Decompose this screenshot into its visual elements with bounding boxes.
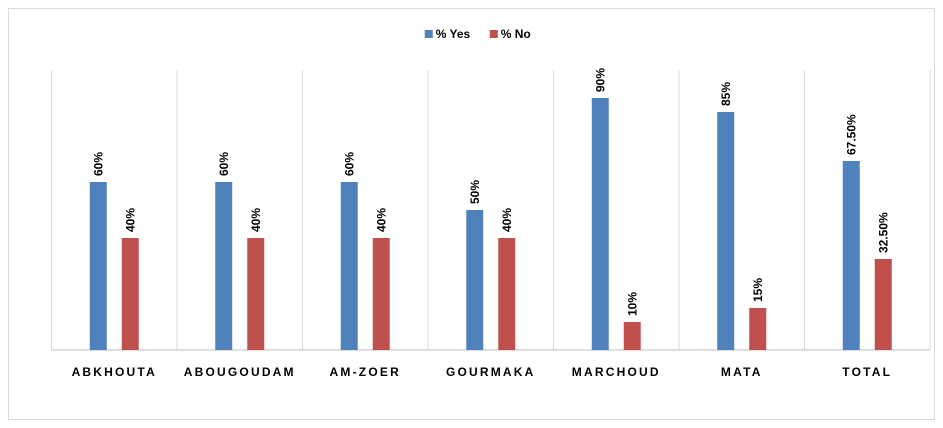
x-tick-label: ABKHOUTA [72, 365, 157, 379]
bar [623, 322, 641, 350]
legend-swatch [489, 30, 498, 38]
bar [498, 238, 516, 350]
x-tick-label: TOTAL [842, 365, 892, 379]
data-label: 40% [374, 208, 388, 232]
bar [749, 308, 767, 350]
legend-label: % No [501, 27, 531, 41]
data-label: 50% [468, 180, 482, 204]
x-tick-label: AM-ZOER [330, 365, 401, 379]
bar [466, 210, 484, 350]
data-label: 60% [217, 152, 231, 176]
x-tick-label: ABOUGOUDAM [184, 365, 296, 379]
bar [372, 238, 390, 350]
data-label: 15% [751, 278, 765, 302]
bar [340, 182, 358, 350]
data-label: 85% [719, 82, 733, 106]
data-label: 90% [593, 68, 607, 92]
x-tick-label: GOURMAKA [446, 365, 536, 379]
bar [89, 182, 107, 350]
data-label: 10% [625, 292, 639, 316]
data-label: 60% [91, 152, 105, 176]
x-tick-label: MARCHOUD [572, 365, 661, 379]
data-label: 40% [123, 208, 137, 232]
bar [874, 259, 892, 350]
bar [842, 161, 860, 350]
data-label: 32.50% [876, 212, 890, 253]
bar [717, 112, 735, 350]
bar [247, 238, 265, 350]
bar [121, 238, 139, 350]
legend-swatch [424, 30, 433, 38]
bar [591, 98, 609, 350]
data-label: 67.50% [844, 114, 858, 155]
legend-label: % Yes [436, 27, 471, 41]
x-tick-label: MATA [721, 365, 763, 379]
data-label: 40% [500, 208, 514, 232]
data-label: 60% [342, 152, 356, 176]
data-label: 40% [249, 208, 263, 232]
bar [215, 182, 233, 350]
